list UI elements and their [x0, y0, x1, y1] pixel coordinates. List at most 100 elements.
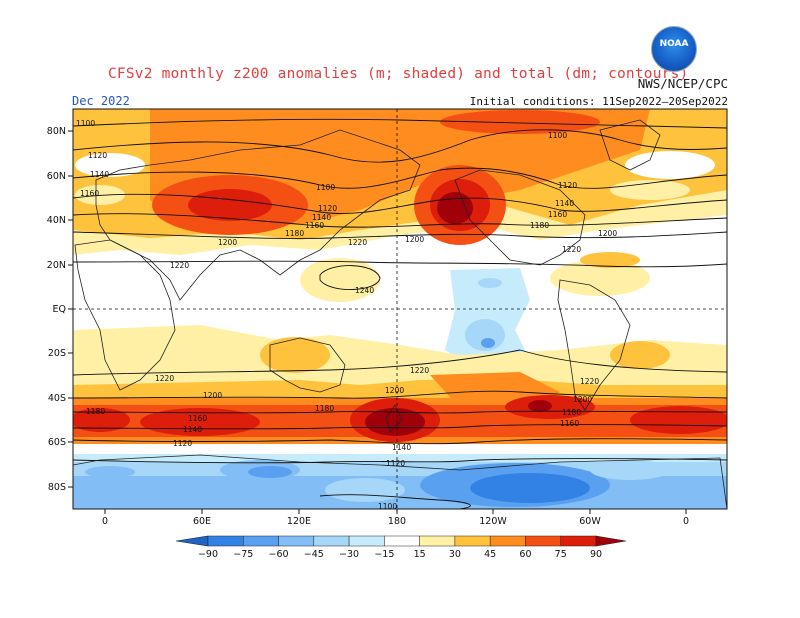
- colorbar-cell: [384, 535, 420, 547]
- colorbar: −90 −75 −60 −45 −30 −15 15 30 45 60 75 90: [175, 535, 627, 560]
- colorbar-cell: [348, 535, 385, 547]
- nh-positive-anomalies: [73, 109, 727, 302]
- colorbar-tick-label: −60: [269, 549, 289, 560]
- contour-label: 1160: [80, 189, 99, 198]
- contour-label: 1220: [348, 238, 367, 247]
- lat-label-20n: 20N: [47, 260, 66, 271]
- contour-label: 1160: [305, 221, 324, 230]
- contour-label: 1160: [560, 419, 579, 428]
- lon-label-120w: 120W: [479, 516, 507, 527]
- colorbar-arrow-low: [175, 535, 209, 547]
- tropical-negative-anomalies: [445, 268, 530, 372]
- lon-label-0: 0: [102, 516, 108, 527]
- colorbar-cell: [207, 535, 244, 547]
- lat-ticks: [68, 130, 73, 488]
- contour-label: 1140: [392, 443, 411, 452]
- contour-label: 1180: [530, 221, 549, 230]
- lat-label-60n: 60N: [47, 171, 66, 182]
- colorbar-tick-label: 90: [590, 549, 602, 560]
- lat-label-60s: 60S: [48, 437, 66, 448]
- contour-label: 1220: [562, 245, 581, 254]
- contour-label: 1140: [555, 199, 574, 208]
- contour-label: 1160: [188, 414, 207, 423]
- contour-label: 1180: [315, 404, 334, 413]
- colorbar-cell: [243, 535, 279, 547]
- contour-label: 1100: [378, 502, 397, 511]
- contour-label: 1140: [183, 425, 202, 434]
- map-title: CFSv2 monthly z200 anomalies (m; shaded)…: [108, 66, 689, 82]
- antarctic-negative-anomalies: [73, 454, 727, 509]
- lon-ticks: [104, 509, 687, 514]
- colorbar-cell: [525, 535, 561, 547]
- contour-label: 1240: [355, 286, 374, 295]
- colorbar-arrow-high: [595, 535, 627, 547]
- lat-label-40n: 40N: [47, 215, 66, 226]
- contour-label: 1200: [203, 391, 222, 400]
- lon-labels: 0 60E 120E 180 120W 60W 0: [102, 516, 689, 527]
- contour-label: 1180: [86, 407, 105, 416]
- contour-label: 1220: [170, 261, 189, 270]
- contour-label: 1100: [76, 119, 95, 128]
- contour-label: 1200: [218, 238, 237, 247]
- contour-label: 1200: [573, 395, 592, 404]
- contour-label: 1200: [405, 235, 424, 244]
- contour-label: 1220: [155, 374, 174, 383]
- lon-label-120e: 120E: [287, 516, 311, 527]
- colorbar-cell: [489, 535, 526, 547]
- colorbar-cells: [207, 535, 597, 547]
- lat-label-40s: 40S: [48, 393, 66, 404]
- contour-label: 1120: [558, 181, 577, 190]
- colorbar-tick-label: −45: [304, 549, 324, 560]
- initial-conditions: Initial conditions: 11Sep2022–20Sep2022: [469, 95, 728, 108]
- contour-label: 1220: [580, 377, 599, 386]
- contour-label: 1160: [548, 210, 567, 219]
- colorbar-ticks: −90 −75 −60 −45 −30 −15 15 30 45 60 75 90: [198, 549, 602, 560]
- contour-label: 1140: [90, 170, 109, 179]
- contour-label: 1120: [88, 151, 107, 160]
- colorbar-tick-label: 45: [484, 549, 496, 560]
- contour-label: 1100: [316, 183, 335, 192]
- lat-label-20s: 20S: [48, 348, 66, 359]
- colorbar-cell: [560, 535, 597, 547]
- colorbar-tick-label: 75: [555, 549, 567, 560]
- colorbar-tick-label: 30: [449, 549, 461, 560]
- contour-label: 1120: [318, 204, 337, 213]
- contour-label: 1180: [285, 229, 304, 238]
- contour-label: 1140: [312, 213, 331, 222]
- contour-label: 1200: [385, 386, 404, 395]
- colorbar-cell: [313, 535, 350, 547]
- agency-label: NWS/NCEP/CPC: [637, 76, 728, 91]
- colorbar-tick-label: −90: [198, 549, 218, 560]
- map-plot-area: 1100 1100 1120 1100 1120 1140 1140 1160 …: [73, 109, 727, 511]
- noaa-logo: NOAA: [651, 26, 697, 72]
- contour-label: 1220: [410, 366, 429, 375]
- colorbar-tick-label: −15: [374, 549, 394, 560]
- height-contours: [73, 118, 727, 509]
- lat-label-80s: 80S: [48, 482, 66, 493]
- contour-label: 1200: [598, 229, 617, 238]
- noaa-logo-text: NOAA: [659, 39, 689, 49]
- lat-label-80n: 80N: [47, 126, 66, 137]
- lat-labels: 80N 60N 40N 20N EQ 20S 40S 60S 80S: [47, 126, 66, 493]
- lat-label-eq: EQ: [53, 304, 66, 315]
- contour-label: 1120: [386, 459, 405, 468]
- forecast-month: Dec 2022: [72, 94, 130, 108]
- lon-label-180: 180: [388, 516, 406, 527]
- colorbar-cell: [454, 535, 491, 547]
- lon-label-0-east: 0: [683, 516, 689, 527]
- colorbar-cell: [419, 535, 456, 547]
- colorbar-tick-label: −75: [233, 549, 253, 560]
- contour-label: 1180: [562, 408, 581, 417]
- coastlines: [73, 119, 727, 509]
- colorbar-tick-label: −30: [339, 549, 359, 560]
- colorbar-cell: [278, 535, 315, 547]
- contour-labels: 1100 1100 1120 1100 1120 1140 1140 1160 …: [76, 119, 617, 511]
- contour-label: 1100: [548, 131, 567, 140]
- lon-label-60w: 60W: [579, 516, 601, 527]
- colorbar-tick-label: 60: [519, 549, 531, 560]
- lon-label-60e: 60E: [193, 516, 211, 527]
- sh-positive-anomalies: [73, 325, 727, 455]
- colorbar-tick-label: 15: [414, 549, 426, 560]
- contour-label: 1120: [173, 439, 192, 448]
